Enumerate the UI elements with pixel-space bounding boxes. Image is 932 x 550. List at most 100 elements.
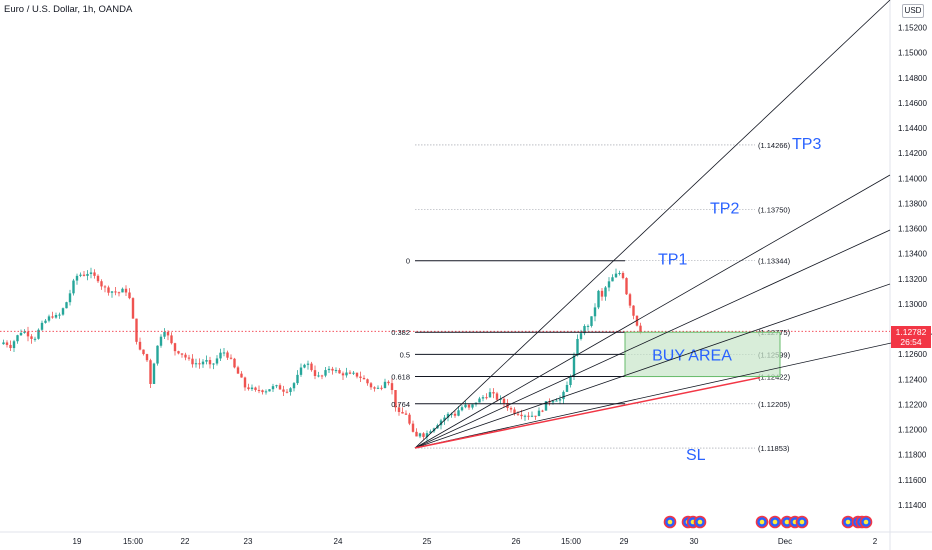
candle-body	[54, 315, 58, 318]
candle-body	[16, 335, 19, 342]
candle-body	[334, 370, 338, 372]
candle-body	[215, 358, 219, 364]
candle-body	[292, 383, 296, 389]
time-tick-label: 2	[873, 537, 878, 546]
candle-body	[597, 290, 600, 308]
candle-body	[68, 293, 72, 303]
price-tick-label: 1.12200	[898, 400, 927, 409]
candle-body	[222, 352, 226, 354]
candle-body	[394, 390, 397, 408]
gann-fan-line	[414, 333, 932, 449]
candle-body	[58, 314, 61, 316]
candle-body	[485, 397, 488, 399]
candle-body	[282, 389, 285, 392]
candle-body	[12, 341, 16, 349]
target-price-label: (1.14266)	[758, 141, 791, 150]
candle-body	[443, 417, 446, 421]
flag-center	[863, 519, 869, 525]
price-tick-label: 1.14800	[898, 74, 927, 83]
time-tick-label: 24	[334, 537, 343, 546]
candle-body	[446, 413, 450, 418]
candle-body	[467, 404, 471, 408]
candle-body	[75, 275, 79, 281]
candle-body	[194, 363, 198, 365]
candle-body	[177, 351, 180, 354]
flag-center	[799, 519, 805, 525]
candle-body	[611, 277, 614, 282]
candle-body	[380, 387, 383, 389]
time-tick-label: 15:00	[561, 537, 582, 546]
candle-body	[415, 431, 418, 437]
price-tick-label: 1.12000	[898, 426, 927, 435]
candle-body	[264, 391, 268, 393]
candle-body	[166, 331, 170, 336]
candle-body	[247, 387, 250, 390]
currency-button[interactable]: USD	[902, 4, 924, 18]
candle-body	[201, 361, 205, 365]
candle-body	[320, 375, 324, 377]
candle-body	[149, 360, 152, 384]
price-tick-label: 1.12600	[898, 350, 927, 359]
candle-body	[541, 410, 544, 412]
candle-body	[429, 431, 432, 434]
price-axis[interactable]: 1.11400 1.11600 1.11800 1.12000 1.12200 1.124…	[898, 4, 927, 510]
candle-body	[331, 368, 334, 371]
fib-ratio-label: 0.764	[391, 400, 410, 409]
candle-body	[254, 387, 257, 390]
candle-body	[639, 325, 642, 333]
candle-body	[607, 281, 611, 288]
candle-body	[478, 398, 481, 403]
candle-body	[33, 338, 37, 340]
candle-body	[240, 373, 243, 378]
price-tick-label: 1.14600	[898, 99, 927, 108]
time-tick-label: 25	[423, 537, 432, 546]
candle-body	[124, 288, 128, 293]
candle-body	[163, 331, 166, 337]
candle-body	[30, 336, 33, 339]
price-tick-label: 1.14000	[898, 174, 927, 183]
candle-body	[86, 273, 89, 276]
candle-body	[352, 372, 355, 374]
candle-body	[317, 375, 320, 377]
candle-body	[324, 370, 327, 376]
candle-body	[530, 415, 534, 417]
current-price-value: 1.12782	[895, 327, 927, 337]
candle-body	[359, 376, 362, 378]
drawing-tools: 0(1.13344)0.382(1.12775)0.5(1.12599)0.61…	[0, 0, 932, 464]
candle-body	[383, 381, 387, 388]
gann-fan-line	[414, 283, 891, 449]
price-tick-label: 1.13800	[898, 199, 927, 208]
event-flag-icon	[859, 515, 873, 529]
candle-body	[145, 354, 149, 361]
flag-center	[759, 519, 765, 525]
price-tick-label: 1.11600	[898, 476, 927, 485]
target-price-label: (1.11853)	[758, 444, 790, 453]
candle-body	[117, 292, 121, 294]
candle-body	[387, 381, 390, 384]
event-flag-icon	[768, 515, 782, 529]
candle-body	[614, 273, 618, 278]
candle-body	[114, 291, 117, 293]
candle-body	[37, 329, 40, 339]
candle-body	[558, 399, 562, 401]
candle-body	[198, 363, 201, 365]
candle-body	[205, 360, 208, 362]
economic-events[interactable]	[663, 515, 873, 529]
fib-ratio-label: 0.618	[391, 373, 410, 382]
candle-body	[534, 415, 537, 417]
candle-body	[93, 272, 96, 276]
candle-body	[303, 364, 306, 368]
candle-body	[373, 387, 376, 389]
candle-body	[586, 325, 590, 327]
candle-body	[369, 383, 373, 388]
price-tick-label: 1.13400	[898, 250, 927, 259]
time-tick-label: Dec	[778, 537, 792, 546]
candle-body	[509, 407, 513, 410]
candle-body	[135, 318, 138, 342]
candle-body	[600, 290, 604, 297]
candle-body	[397, 407, 401, 413]
time-axis[interactable]: 19 15:00 22 23 24 25 26 15:00 29 30 Dec 2	[73, 537, 878, 546]
time-tick-label: 22	[181, 537, 190, 546]
